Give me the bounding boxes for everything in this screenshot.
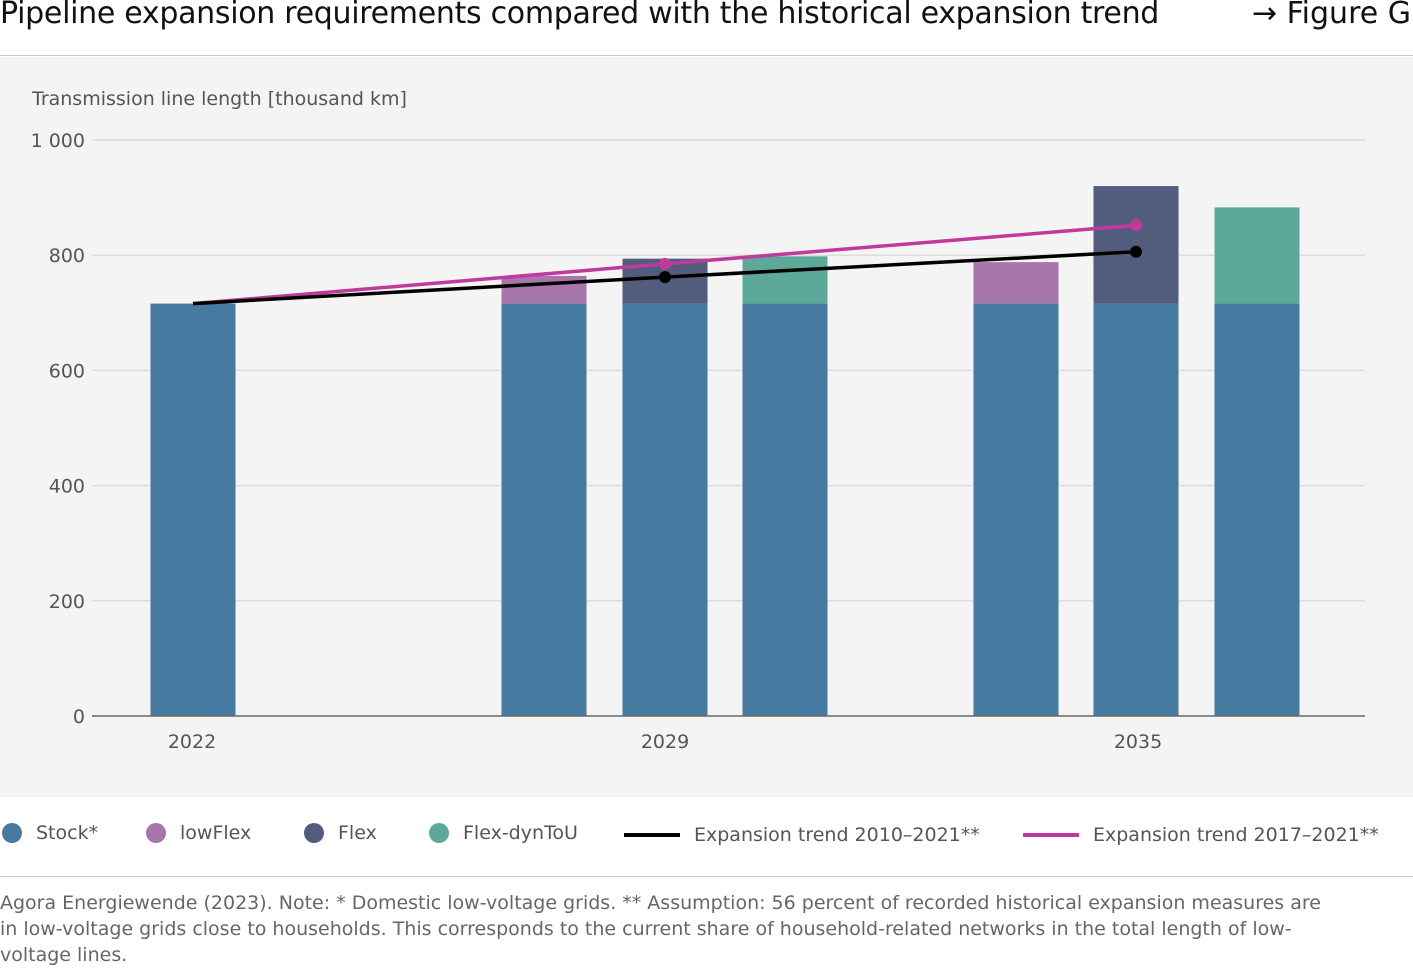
- x-tick-label: 2029: [641, 731, 689, 753]
- legend-label: Flex: [338, 822, 377, 844]
- legend-swatch-flex-dyntou: [429, 823, 449, 843]
- legend-label: lowFlex: [180, 822, 252, 844]
- legend-swatch-trend-2010-2021: [624, 833, 680, 837]
- y-tick-label: 800: [49, 245, 85, 267]
- legend-swatch-stock: [2, 823, 22, 843]
- legend-item-trend-2010-2021: Expansion trend 2010–2021**: [624, 823, 980, 847]
- x-tick-label: 2022: [168, 731, 216, 753]
- legend-swatch-lowflex: [146, 823, 166, 843]
- bar-segment-stock: [1093, 303, 1179, 716]
- trend-point-2017-2021: [1130, 219, 1142, 232]
- stacked-bar-chart: Transmission line length [thousand km] 0 2…: [31, 88, 1365, 753]
- y-axis-title: Transmission line length [thousand km]: [31, 88, 407, 110]
- bar-segment-flex-dyntou: [1214, 207, 1300, 304]
- bar-segment-lowflex: [501, 275, 587, 304]
- legend-item-trend-2017-2021: Expansion trend 2017–2021**: [1023, 823, 1379, 847]
- legend-item-lowflex: lowFlex: [146, 821, 251, 845]
- trend-point-2017-2021: [659, 257, 671, 270]
- legend-label: Expansion trend 2010–2021**: [694, 824, 980, 846]
- legend-swatch-trend-2017-2021: [1023, 833, 1079, 837]
- y-tick-label: 0: [73, 706, 85, 728]
- legend-item-stock: Stock*: [2, 821, 98, 845]
- bar-segment-stock: [742, 303, 828, 716]
- bar-segment-stock: [1214, 303, 1300, 716]
- legend-label: Flex-dynToU: [463, 822, 578, 844]
- figure-reference-link[interactable]: → Figure G: [1251, 0, 1411, 31]
- y-tick-label: 200: [49, 591, 85, 613]
- bar-segment-stock: [622, 303, 708, 716]
- bar-segment-stock: [150, 303, 236, 716]
- bar-segment-flex-dyntou: [742, 256, 828, 304]
- trend-point-2010-2021: [659, 271, 671, 284]
- legend-item-flex: Flex: [304, 821, 377, 845]
- y-tick-label: 1 000: [31, 130, 85, 152]
- legend-item-flex-dyntou: Flex-dynToU: [429, 821, 578, 845]
- legend-swatch-flex: [304, 823, 324, 843]
- source-footnote: Agora Energiewende (2023). Note: * Domes…: [0, 892, 1321, 966]
- bar-segment-flex: [1093, 186, 1179, 304]
- chart-panel: Transmission line length [thousand km] 0 2…: [0, 57, 1413, 797]
- bar-segment-stock: [973, 303, 1059, 716]
- legend-label: Stock*: [36, 822, 99, 844]
- bar-segment-lowflex: [973, 262, 1059, 304]
- y-tick-label: 400: [49, 476, 85, 498]
- figure-title: Pipeline expansion requirements compared…: [0, 0, 1160, 31]
- chart-legend: Stock* lowFlex Flex Flex-dynToU Expansio…: [0, 797, 1413, 877]
- figure-header: Pipeline expansion requirements compared…: [0, 0, 1413, 56]
- y-tick-label: 600: [49, 360, 85, 382]
- legend-label: Expansion trend 2017–2021**: [1093, 824, 1379, 846]
- x-tick-label: 2035: [1114, 731, 1162, 753]
- bar-segment-stock: [501, 303, 587, 716]
- trend-point-2010-2021: [1130, 245, 1142, 258]
